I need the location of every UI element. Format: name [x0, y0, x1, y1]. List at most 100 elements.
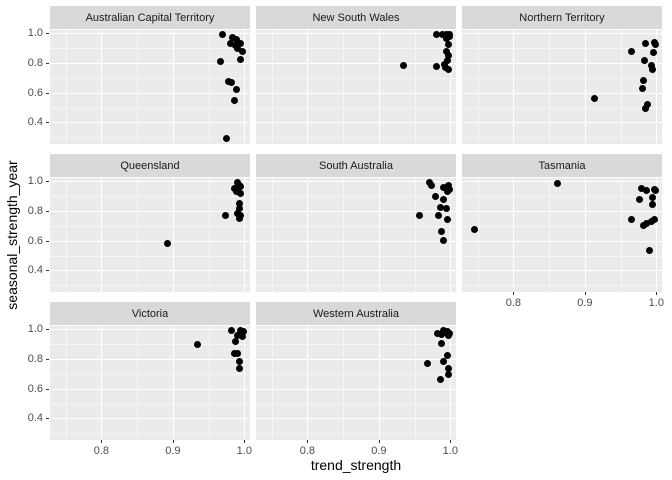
x-tick-label: 0.9	[165, 445, 181, 457]
data-point	[230, 349, 238, 357]
gridline-y-major	[256, 92, 456, 94]
gridline-y-minor	[462, 285, 662, 287]
data-point	[627, 216, 635, 224]
gridline-x-major	[656, 178, 658, 292]
data-point	[431, 192, 439, 200]
x-tick-mark	[584, 292, 586, 295]
data-point	[639, 77, 647, 85]
y-tick-label: 0.4	[27, 264, 43, 277]
gridline-y-major	[256, 211, 456, 212]
data-point	[444, 364, 452, 372]
y-tick-label: 0.8	[27, 205, 43, 217]
gridline-x-major	[244, 178, 246, 292]
gridline-x-major	[584, 178, 586, 292]
gridline-x-major	[101, 178, 103, 292]
data-point	[646, 247, 654, 255]
data-point	[193, 340, 201, 348]
x-tick-label: 0.9	[577, 297, 593, 309]
y-tick-mark	[46, 181, 49, 183]
data-point	[443, 351, 451, 359]
x-tick-mark	[378, 440, 380, 443]
data-point	[438, 228, 446, 236]
gridline-y-major	[256, 240, 456, 242]
x-tick-label: 1.0	[648, 297, 664, 309]
gridline-y-minor	[256, 344, 456, 346]
gridline-y-major	[256, 63, 456, 64]
data-point	[432, 63, 440, 71]
gridline-x-minor	[137, 326, 139, 440]
gridline-y-minor	[462, 255, 662, 257]
x-tick-mark	[450, 440, 452, 443]
data-point	[219, 30, 227, 38]
data-point	[423, 360, 431, 368]
y-tick-label: 0.8	[27, 57, 43, 69]
y-tick-label: 0.4	[27, 412, 43, 425]
facet-strip: Victoria	[50, 302, 250, 325]
data-point	[428, 182, 436, 190]
gridline-x-minor	[549, 30, 551, 144]
y-tick-mark	[46, 122, 49, 124]
data-point	[642, 104, 650, 112]
y-tick-mark	[46, 270, 49, 272]
data-point	[235, 215, 243, 223]
gridline-y-major	[50, 240, 250, 242]
data-point	[436, 375, 444, 383]
gridline-y-minor	[462, 77, 662, 79]
y-tick-mark	[46, 63, 49, 64]
gridline-y-minor	[50, 255, 250, 257]
facet-panel	[256, 30, 456, 144]
gridline-y-minor	[462, 137, 662, 139]
data-point	[444, 51, 452, 59]
gridline-x-major	[450, 326, 452, 440]
data-point	[164, 239, 172, 247]
gridline-y-major	[462, 211, 662, 212]
gridline-y-minor	[50, 285, 250, 287]
gridline-y-major	[256, 122, 456, 124]
facet-strip: Western Australia	[256, 302, 456, 325]
x-tick-label: 0.8	[93, 445, 110, 457]
facet-strip: Australian Capital Territory	[50, 6, 250, 29]
gridline-y-major	[50, 418, 250, 420]
data-point	[649, 201, 657, 209]
data-point	[232, 338, 240, 346]
gridline-x-minor	[208, 326, 210, 440]
data-point	[443, 56, 451, 64]
facet-panel	[462, 30, 662, 144]
data-point	[445, 332, 453, 340]
data-point	[434, 211, 442, 219]
x-axis-title: trend_strength	[310, 457, 402, 473]
gridline-y-minor	[256, 48, 456, 50]
gridline-y-major	[462, 92, 662, 94]
gridline-y-minor	[256, 107, 456, 109]
x-tick-label: 0.9	[371, 445, 387, 457]
data-point	[222, 211, 230, 219]
data-point	[444, 182, 452, 190]
data-point	[222, 134, 230, 142]
gridline-x-major	[172, 326, 174, 440]
facet-strip: New South Wales	[256, 6, 456, 29]
data-point	[642, 187, 650, 195]
data-point	[233, 45, 241, 53]
data-point	[639, 84, 647, 92]
gridline-y-minor	[50, 344, 250, 346]
gridline-x-minor	[477, 178, 479, 292]
data-point	[227, 326, 235, 334]
data-point	[642, 39, 650, 47]
data-point	[240, 328, 248, 335]
gridline-x-minor	[271, 326, 273, 440]
gridline-y-major	[50, 211, 250, 212]
gridline-x-minor	[414, 326, 416, 440]
gridline-y-major	[50, 181, 250, 183]
data-point	[649, 193, 657, 201]
gridline-y-major	[50, 33, 250, 35]
gridline-y-minor	[50, 137, 250, 139]
gridline-x-major	[172, 30, 174, 144]
data-point	[444, 40, 452, 48]
data-point	[436, 204, 444, 212]
facet-panel	[256, 178, 456, 292]
gridline-y-major	[50, 92, 250, 94]
y-tick-label: 0.8	[27, 353, 43, 365]
data-point	[627, 48, 635, 55]
x-tick-mark	[307, 440, 309, 443]
gridline-x-minor	[271, 178, 273, 292]
